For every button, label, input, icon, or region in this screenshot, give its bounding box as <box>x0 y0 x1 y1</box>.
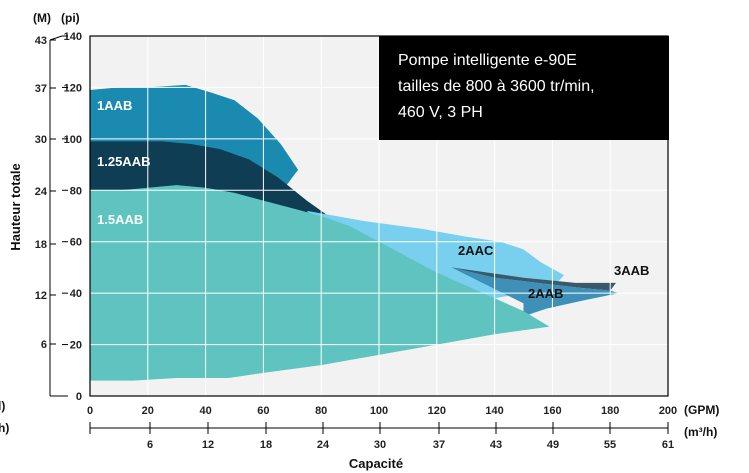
x-tick-label-secondary: 43 <box>490 439 502 451</box>
x-unit-primary: (GPM) <box>684 403 719 417</box>
x-tick-label: 120 <box>428 405 446 417</box>
y-tick-label: 100 <box>64 134 82 146</box>
annotation-line-2: tailles de 800 à 3600 tr/min, <box>398 78 595 95</box>
y-tick-label: 20 <box>70 340 82 352</box>
x-tick-label: 0 <box>87 405 93 417</box>
series-label-1.5AAB: 1.5AAB <box>97 212 143 227</box>
y-axis-title: Hauteur totale <box>8 163 23 250</box>
x-tick-label-secondary: 61 <box>662 439 674 451</box>
x-tick-label-secondary: 49 <box>547 439 559 451</box>
series-area-3AAB <box>451 267 616 291</box>
x-tick-label-secondary: 12 <box>202 439 214 451</box>
y-tick-label-secondary: 37 <box>35 83 47 95</box>
y-tick-label: 80 <box>70 185 82 197</box>
series-label-2AAB: 2AAB <box>528 286 563 301</box>
y-tick-label: 0 <box>76 391 82 403</box>
y-tick-label-secondary: 43 <box>35 35 47 47</box>
annotation-line-3: 460 V, 3 PH <box>398 104 483 121</box>
series-label-1.25AAB: 1.25AAB <box>97 154 150 169</box>
y-axis-secondary-top <box>49 35 63 41</box>
x-tick-label: 160 <box>543 405 561 417</box>
y-unit-secondary: (M) <box>33 11 51 25</box>
x-axis-title: Capacité <box>349 456 403 471</box>
x-tick-label: 200 <box>659 405 677 417</box>
x-tick-label: 140 <box>485 405 503 417</box>
series-label-1AAB: 1AAB <box>97 98 132 113</box>
x-tick-label: 60 <box>257 405 269 417</box>
y-tick-label: 40 <box>70 288 82 300</box>
cut-label-2: h) <box>0 421 9 435</box>
x-tick-label: 100 <box>370 405 388 417</box>
x-tick-label-secondary: 37 <box>433 439 445 451</box>
annotation-box <box>379 36 669 140</box>
y-tick-label-secondary: 24 <box>35 186 48 198</box>
x-tick-label: 40 <box>199 405 211 417</box>
y-tick-label-secondary: 18 <box>35 239 47 251</box>
y-tick-label: 120 <box>64 82 82 94</box>
y-tick-label-secondary: 30 <box>35 134 47 146</box>
x-tick-label-secondary: 55 <box>604 439 616 451</box>
annotation-line-1: Pompe intelligente e-90E <box>398 52 577 69</box>
series-layer <box>90 84 619 381</box>
y-tick-label-secondary: 12 <box>35 290 47 302</box>
x-tick-label: 180 <box>601 405 619 417</box>
x-unit-secondary: (m³/h) <box>684 425 717 439</box>
y-tick-label: 60 <box>70 237 82 249</box>
y-unit-primary: (pi) <box>61 11 80 25</box>
x-tick-label-secondary: 24 <box>317 439 330 451</box>
cut-label-1: l) <box>0 399 5 413</box>
x-tick-label-secondary: 6 <box>147 439 153 451</box>
x-tick-label-secondary: 30 <box>374 439 386 451</box>
series-label-2AAC: 2AAC <box>458 243 494 258</box>
series-area-1.5AAB <box>90 185 550 381</box>
y-tick-label-secondary: 6 <box>41 339 47 351</box>
x-tick-label: 20 <box>142 405 154 417</box>
series-area-2AAB <box>451 267 619 317</box>
x-tick-label: 80 <box>315 405 327 417</box>
y-tick-label: 140 <box>64 31 82 43</box>
series-label-3AAB: 3AAB <box>614 263 649 278</box>
plot-frame <box>89 35 669 397</box>
x-tick-label-secondary: 18 <box>260 439 272 451</box>
